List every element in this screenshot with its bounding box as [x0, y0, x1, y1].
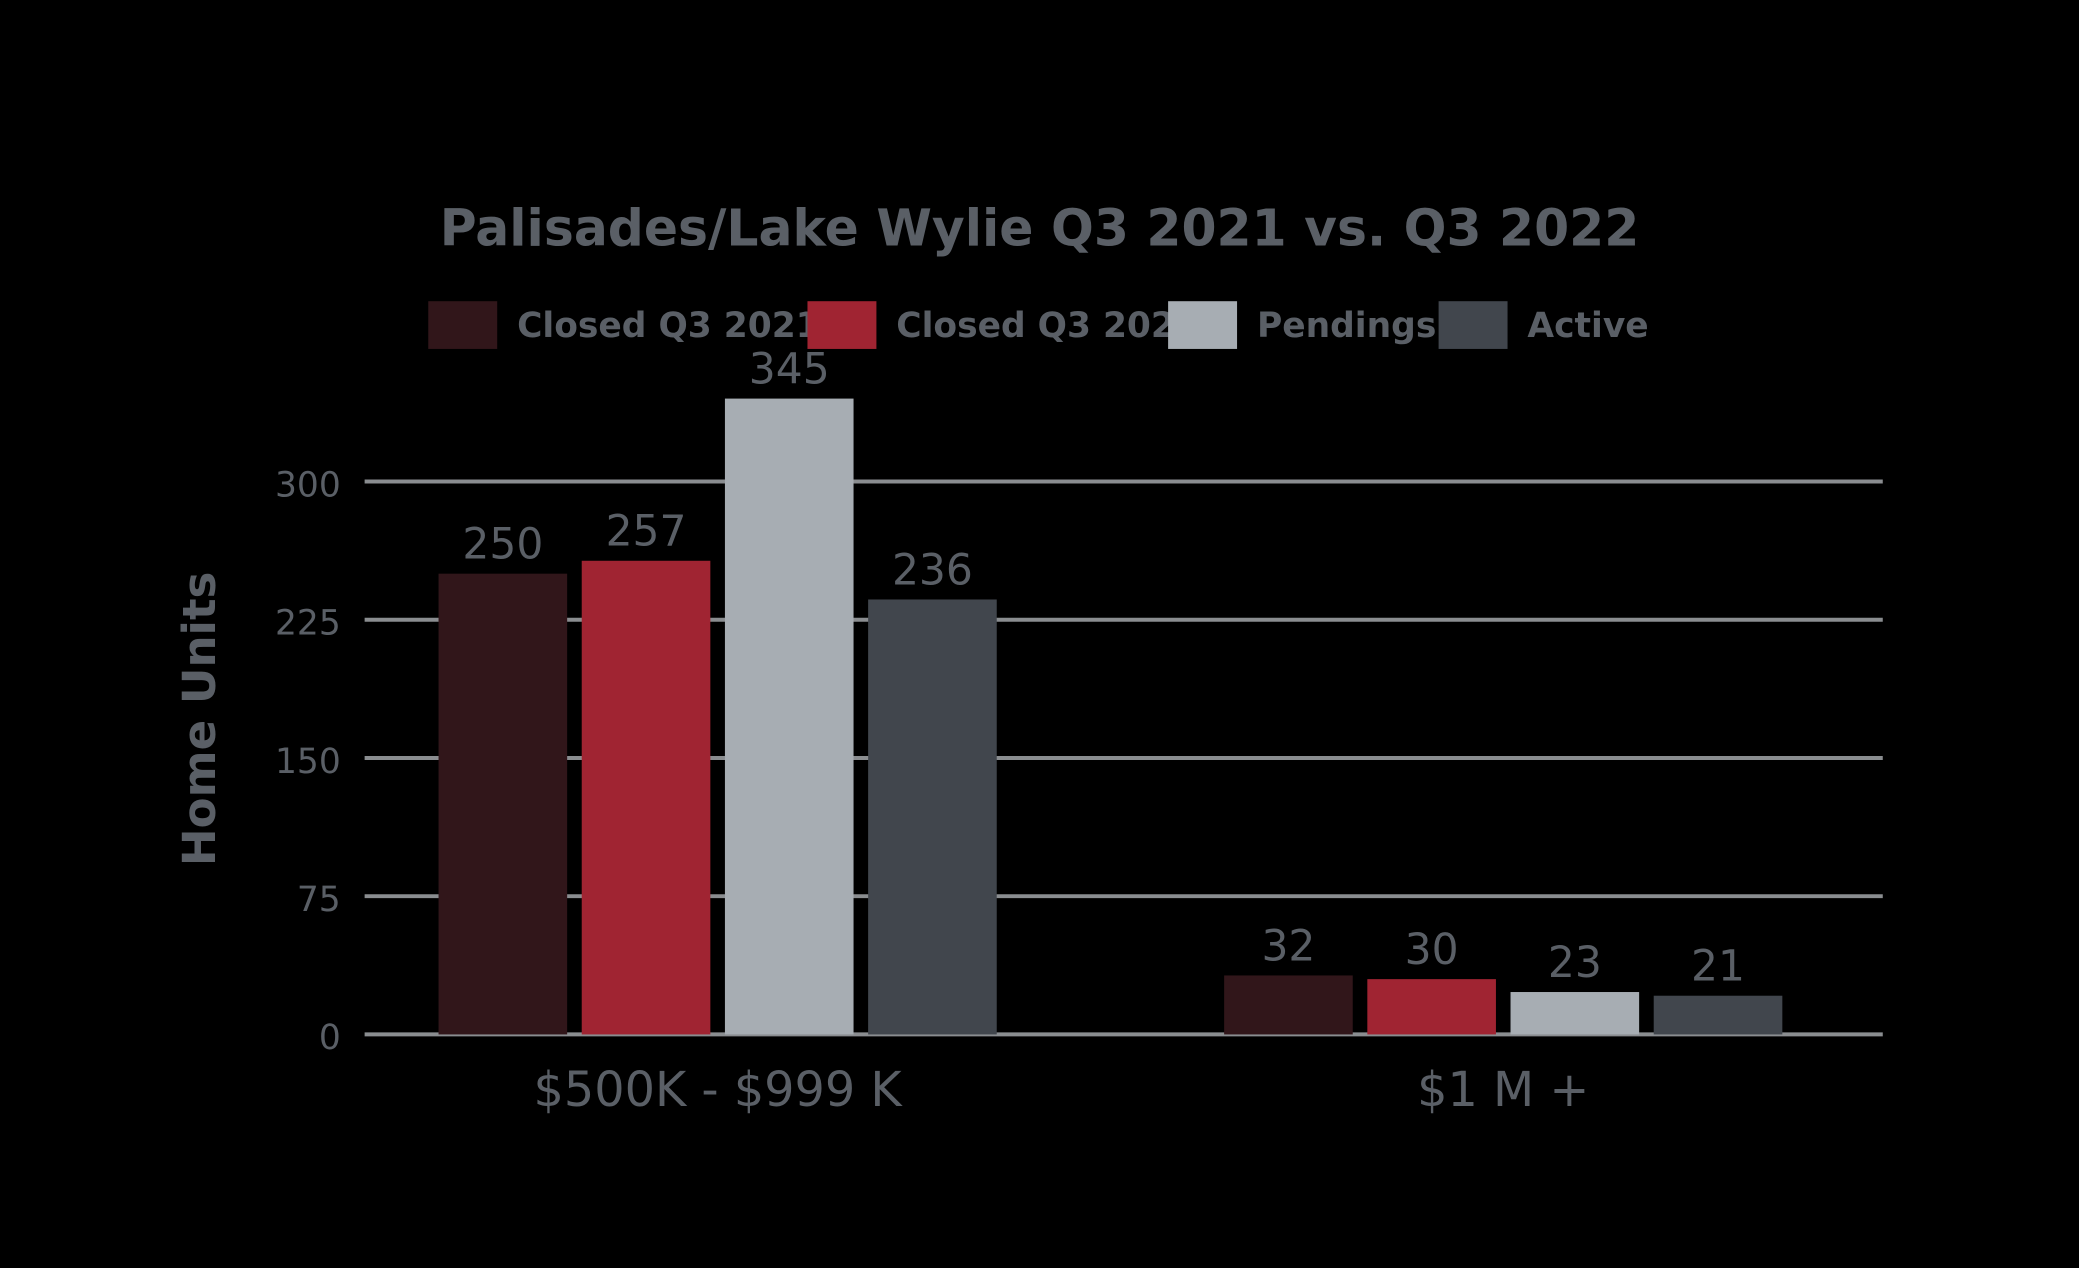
bar: [438, 573, 568, 1035]
bar: [1510, 992, 1640, 1035]
legend-label: Pendings: [1257, 306, 1436, 346]
data-label: 23: [1548, 939, 1602, 988]
y-tick-label: 150: [275, 742, 341, 782]
legend-swatch: [1438, 301, 1508, 349]
legend-swatch: [1168, 301, 1238, 349]
bar: [1224, 975, 1353, 1035]
bar: [868, 599, 997, 1035]
bar: [724, 398, 854, 1035]
data-label: 32: [1261, 922, 1315, 971]
data-label: 345: [749, 346, 830, 395]
y-axis-label: Home Units: [173, 572, 226, 866]
data-label: 30: [1405, 926, 1459, 975]
chart-title: Palisades/Lake Wylie Q3 2021 vs. Q3 2022: [440, 199, 1640, 258]
legend-label: Closed Q3 2021: [517, 306, 820, 346]
y-tick-label: 300: [275, 465, 341, 505]
x-tick-label: $1 M +: [1417, 1063, 1589, 1118]
data-label: 21: [1691, 943, 1745, 992]
y-tick-label: 0: [319, 1018, 341, 1058]
bar: [1653, 995, 1783, 1035]
bar: [1367, 979, 1496, 1035]
data-label: 257: [606, 508, 687, 557]
bar: [581, 560, 711, 1035]
y-tick-label: 225: [275, 604, 341, 644]
legend-label: Active: [1527, 306, 1648, 346]
legend-swatch: [807, 301, 877, 349]
x-tick-label: $500K - $999 K: [534, 1063, 904, 1118]
y-tick-label: 75: [297, 880, 341, 920]
data-label: 236: [892, 546, 973, 595]
data-label: 250: [462, 521, 543, 570]
legend-label: Closed Q3 2022: [896, 306, 1199, 346]
legend-swatch: [428, 301, 498, 349]
